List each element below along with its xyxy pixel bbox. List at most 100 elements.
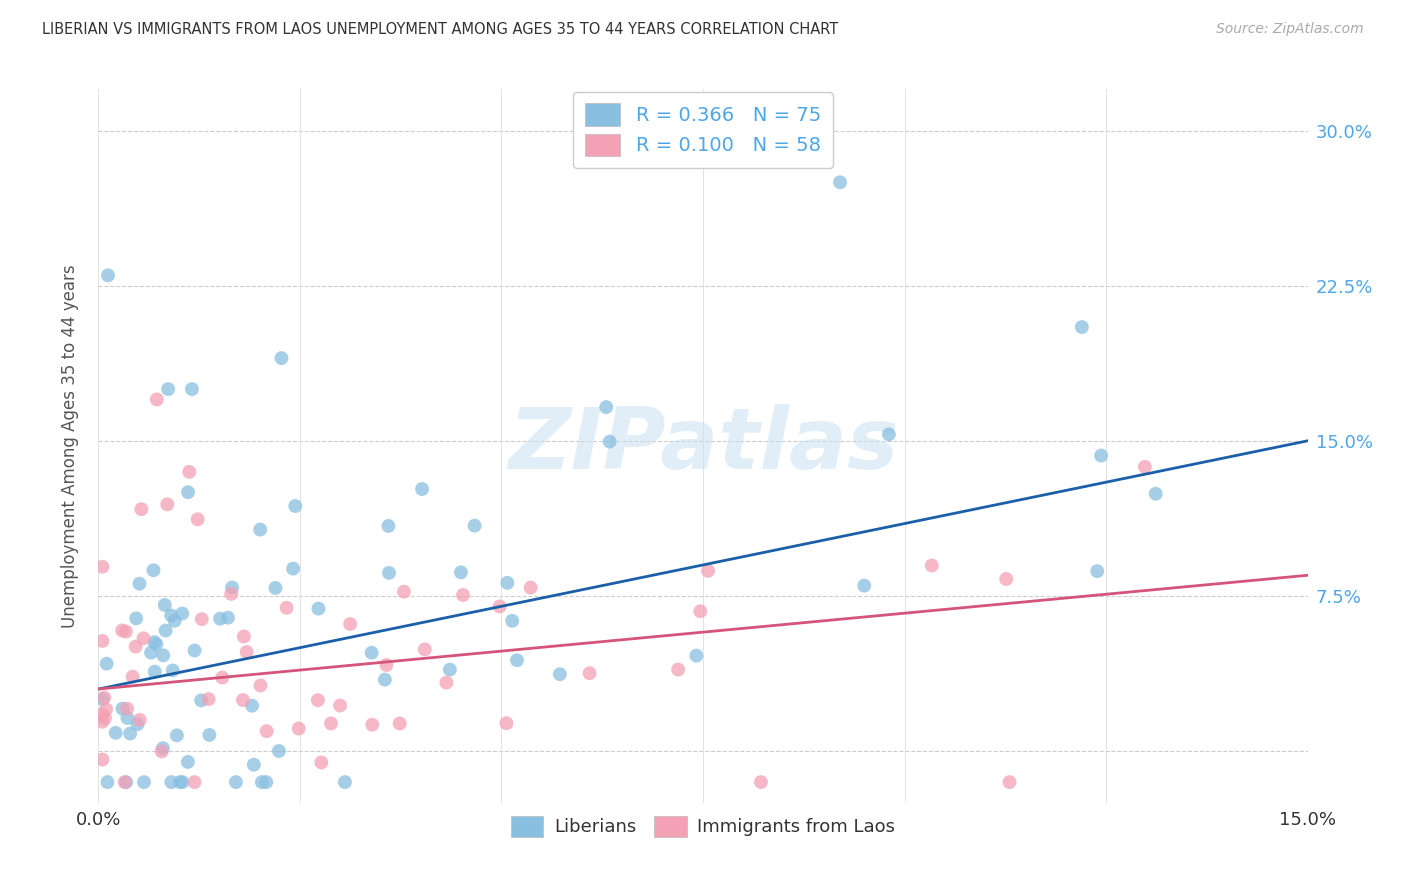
Point <box>91 707 114 722</box>
Point <box>488 599 510 614</box>
Point <box>666 663 689 677</box>
Point <box>413 642 436 657</box>
Point <box>685 648 707 663</box>
Point <box>91 753 114 767</box>
Point <box>548 667 571 681</box>
Point <box>264 581 287 595</box>
Point <box>183 643 205 657</box>
Point <box>1085 564 1108 578</box>
Point <box>177 755 200 769</box>
Point <box>451 588 474 602</box>
Point <box>163 614 186 628</box>
Point <box>169 775 191 789</box>
Point <box>191 612 214 626</box>
Point <box>307 693 329 707</box>
Point <box>128 576 150 591</box>
Point <box>94 711 117 725</box>
Point <box>115 775 138 789</box>
Point <box>172 607 194 621</box>
Point <box>111 624 134 638</box>
Point <box>152 741 174 756</box>
Point <box>434 675 457 690</box>
Point <box>145 637 167 651</box>
Point <box>232 693 254 707</box>
Point <box>1133 459 1156 474</box>
Y-axis label: Unemployment Among Ages 35 to 44 years: Unemployment Among Ages 35 to 44 years <box>60 264 79 628</box>
Point <box>256 724 278 739</box>
Point <box>181 382 204 396</box>
Point <box>319 716 342 731</box>
Point <box>187 512 209 526</box>
Point <box>221 581 243 595</box>
Point <box>143 635 166 649</box>
Point <box>267 744 290 758</box>
Point <box>96 775 118 789</box>
Point <box>142 563 165 577</box>
Point <box>595 400 617 414</box>
Point <box>240 698 263 713</box>
Point <box>464 518 486 533</box>
Point <box>519 581 541 595</box>
Point <box>998 775 1021 789</box>
Point <box>375 657 398 672</box>
Point <box>115 624 138 639</box>
Point <box>287 722 309 736</box>
Point <box>225 775 247 789</box>
Point <box>128 713 150 727</box>
Legend: Liberians, Immigrants from Laos: Liberians, Immigrants from Laos <box>503 808 903 844</box>
Point <box>284 499 307 513</box>
Point <box>114 775 136 789</box>
Point <box>377 519 399 533</box>
Point <box>209 612 232 626</box>
Point <box>388 716 411 731</box>
Point <box>361 717 384 731</box>
Point <box>91 714 114 729</box>
Point <box>1144 487 1167 501</box>
Point <box>127 717 149 731</box>
Point <box>495 716 517 731</box>
Point <box>281 561 304 575</box>
Text: LIBERIAN VS IMMIGRANTS FROM LAOS UNEMPLOYMENT AMONG AGES 35 TO 44 YEARS CORRELAT: LIBERIAN VS IMMIGRANTS FROM LAOS UNEMPLO… <box>42 22 838 37</box>
Point <box>172 775 194 789</box>
Point <box>132 775 155 789</box>
Point <box>235 645 257 659</box>
Point <box>749 775 772 789</box>
Point <box>91 692 114 706</box>
Point <box>450 566 472 580</box>
Point <box>219 587 242 601</box>
Point <box>97 268 120 283</box>
Point <box>506 653 529 667</box>
Point <box>378 566 401 580</box>
Point <box>157 382 180 396</box>
Point <box>392 584 415 599</box>
Point <box>146 392 169 407</box>
Point <box>197 692 219 706</box>
Point <box>243 757 266 772</box>
Point <box>254 775 277 789</box>
Point <box>853 579 876 593</box>
Point <box>153 598 176 612</box>
Point <box>104 726 127 740</box>
Point <box>111 701 134 715</box>
Point <box>232 630 254 644</box>
Point <box>439 663 461 677</box>
Point <box>307 601 329 615</box>
Point <box>143 665 166 679</box>
Point <box>217 610 239 624</box>
Point <box>360 646 382 660</box>
Point <box>115 701 138 715</box>
Point <box>828 175 851 189</box>
Point <box>93 690 115 705</box>
Point <box>139 646 162 660</box>
Point <box>250 775 273 789</box>
Point <box>156 497 179 511</box>
Text: ZIPatlas: ZIPatlas <box>508 404 898 488</box>
Point <box>91 634 114 648</box>
Point <box>995 572 1018 586</box>
Point <box>411 482 433 496</box>
Point <box>160 775 183 789</box>
Point <box>689 604 711 618</box>
Point <box>183 775 205 789</box>
Point <box>1070 320 1092 334</box>
Point <box>249 678 271 692</box>
